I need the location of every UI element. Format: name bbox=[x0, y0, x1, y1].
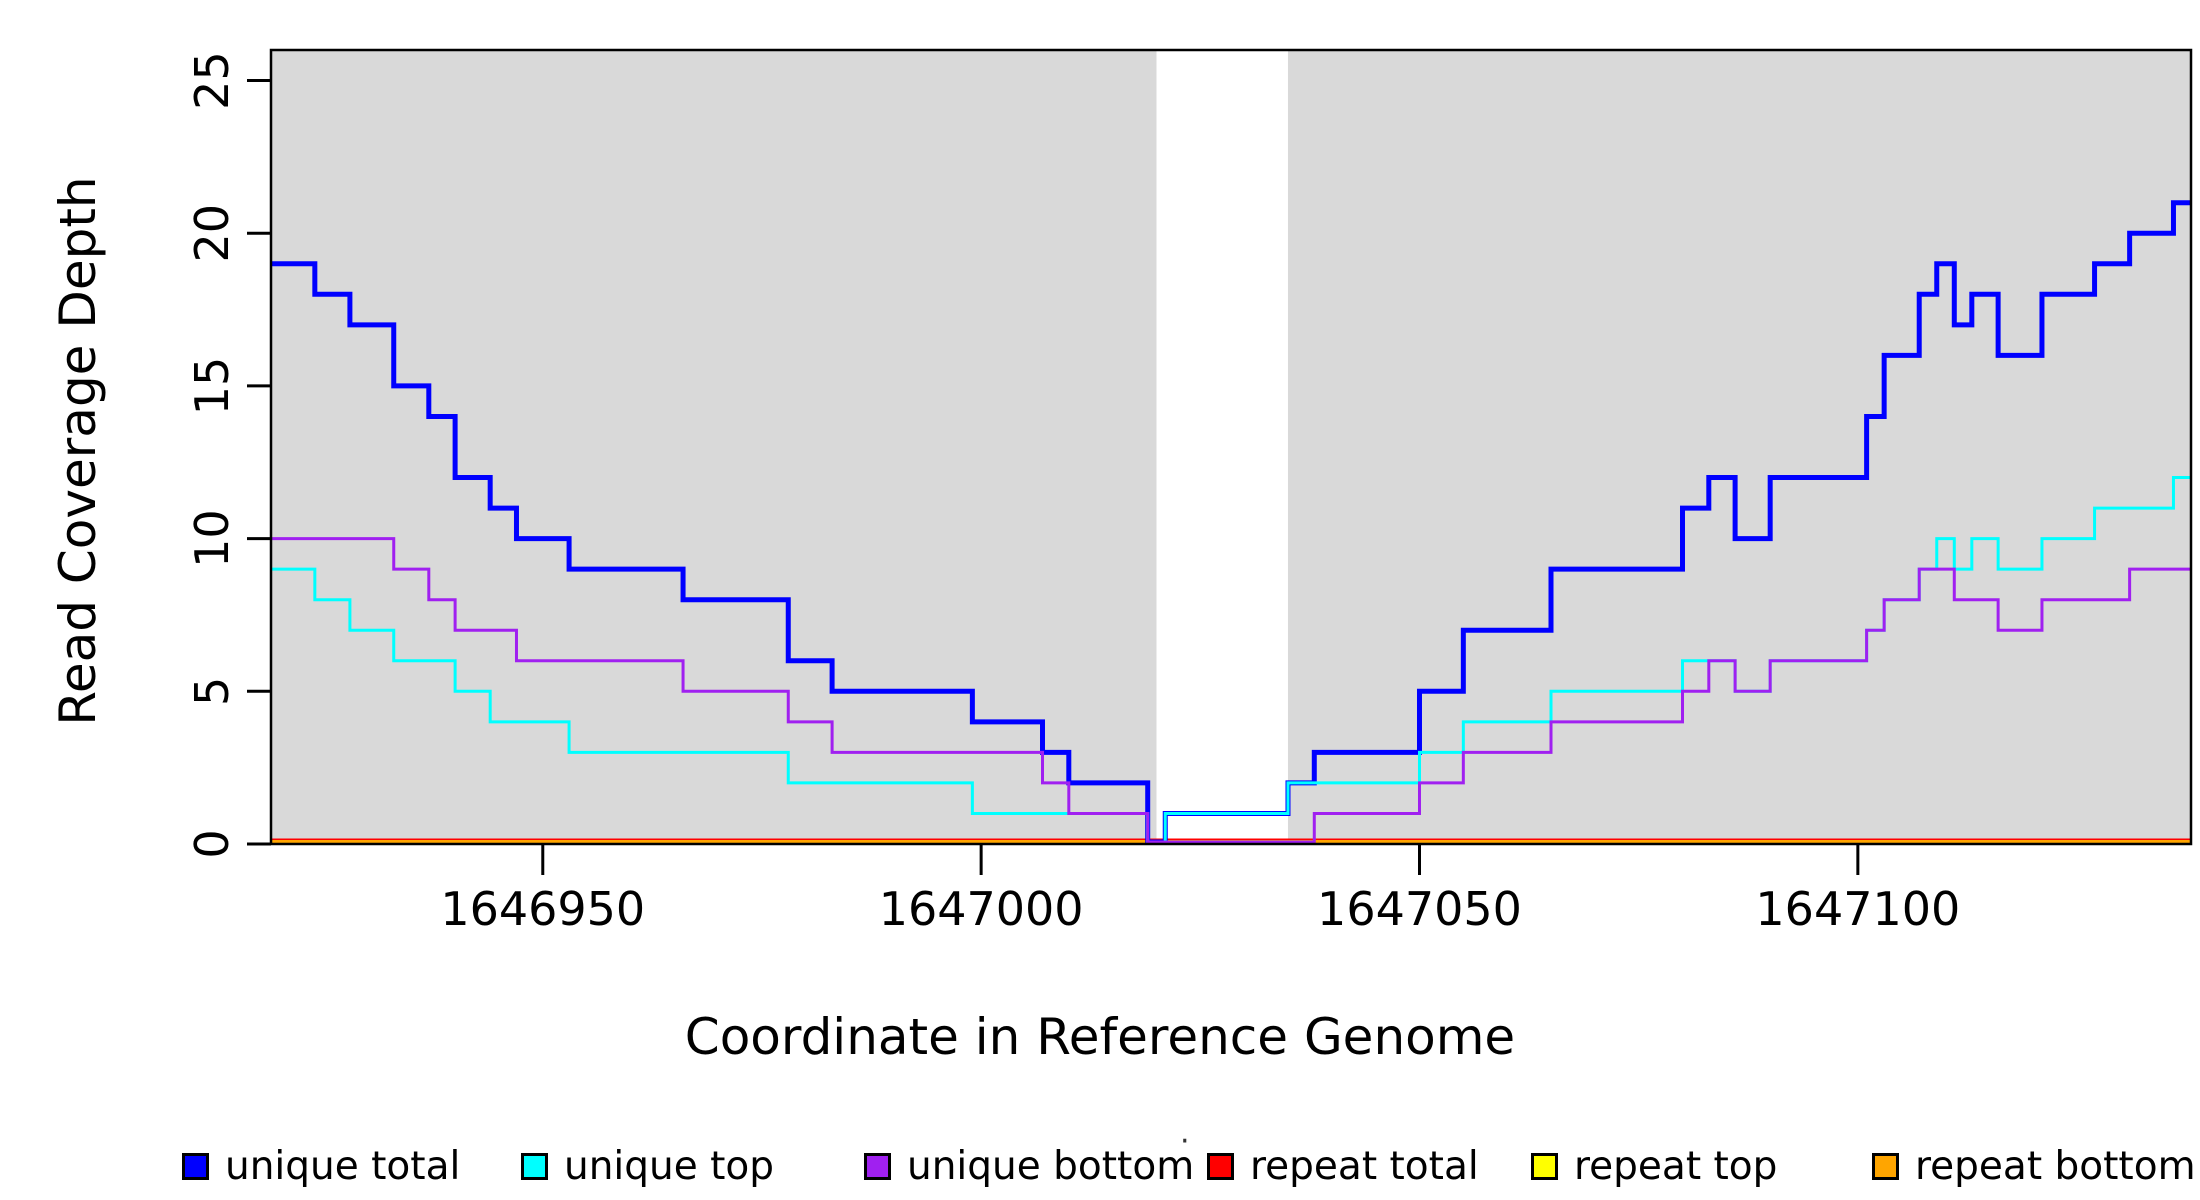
series-line-unique-bottom bbox=[271, 537, 2191, 844]
plot-box-border bbox=[269, 48, 2193, 846]
y-tick-label: 15 bbox=[185, 357, 239, 416]
series-line-unique-total bbox=[271, 200, 2191, 845]
x-tick-label: 1647100 bbox=[1755, 882, 1960, 936]
y-axis-title: Read Coverage Depth bbox=[49, 176, 107, 726]
y-tick-label: 20 bbox=[185, 204, 239, 263]
x-axis-title: Coordinate in Reference Genome bbox=[684, 1008, 1516, 1066]
x-tick-label: 1647050 bbox=[1317, 882, 1522, 936]
y-tick-label: 10 bbox=[185, 509, 239, 568]
y-tick-label: 5 bbox=[185, 677, 239, 706]
y-tick-label: 0 bbox=[185, 829, 239, 858]
x-tick-label: 1647000 bbox=[879, 882, 1084, 936]
unshaded-repeat-gap bbox=[1156, 51, 1288, 843]
x-tick-label: 1646950 bbox=[440, 882, 645, 936]
y-tick-label: 25 bbox=[185, 51, 239, 110]
stray-dot-mark: · bbox=[1180, 1124, 1190, 1159]
series-line-unique-top bbox=[271, 476, 2191, 844]
